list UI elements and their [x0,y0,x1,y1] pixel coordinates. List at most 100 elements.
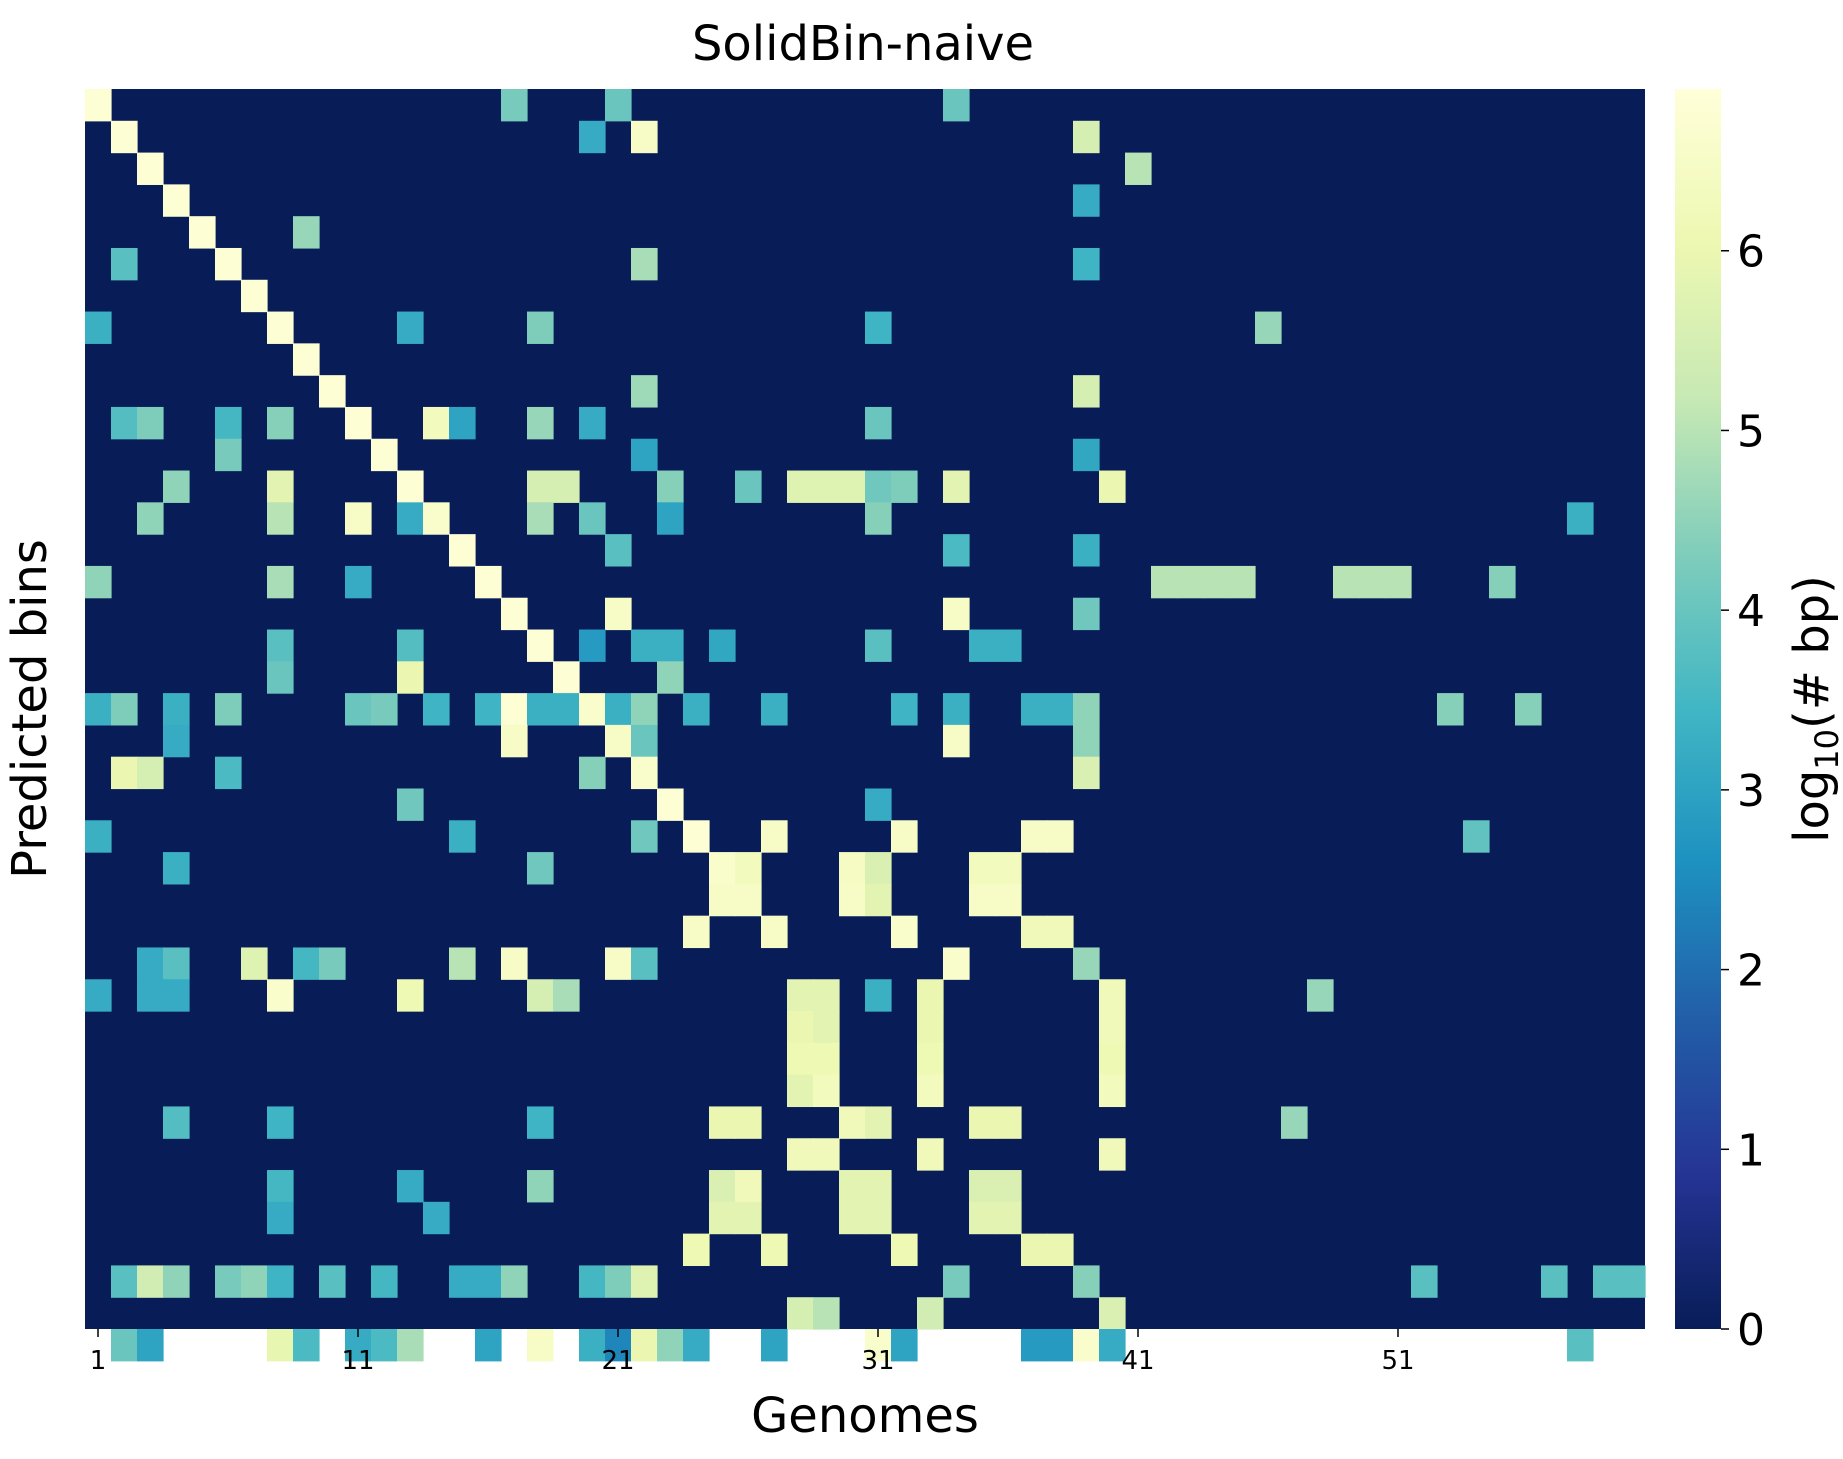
heatmap-cell [345,565,372,599]
heatmap-cell [605,724,632,758]
heatmap-cell [735,1106,762,1139]
heatmap-cell [709,1201,736,1235]
heatmap-cell [163,470,190,503]
heatmap-cell [917,1074,944,1108]
heatmap-cell [735,1201,762,1235]
heatmap-cell [839,883,866,917]
heatmap-cell [397,470,424,503]
heatmap-cell [267,1329,294,1362]
heatmap-cell [1489,565,1516,599]
heatmap-cell [137,979,164,1012]
heatmap-cell [397,979,424,1012]
heatmap-cell [527,470,554,503]
heatmap-cell [1437,693,1464,726]
heatmap-cell [1047,1329,1074,1362]
heatmap-cell [449,947,476,980]
heatmap-cell [163,852,190,885]
heatmap-cell [865,883,892,917]
heatmap-cell [449,406,476,440]
heatmap-cell [683,1233,710,1267]
heatmap-cell [85,820,112,853]
colorbar-ticks: 0 1 2 3 4 5 6 [1721,227,1765,1356]
heatmap-cell [1099,1329,1126,1362]
heatmap-cell [761,820,788,853]
heatmap-cell [995,883,1022,917]
heatmap-cell [631,820,658,853]
heatmap-cell [1593,1265,1620,1298]
heatmap-cell [1229,565,1256,599]
heatmap-cell [969,883,996,917]
heatmap-cell [969,1170,996,1203]
heatmap-cell [657,661,684,694]
heatmap-cell [1203,565,1230,599]
heatmap-cell [501,693,528,726]
heatmap-cell [631,1265,658,1298]
heatmap-cell [267,1106,294,1139]
heatmap-cell [1021,693,1048,726]
heatmap-cell [943,89,970,122]
colorbar [1675,89,1721,1329]
heatmap-cell [137,756,164,790]
heatmap-cell [865,1201,892,1235]
heatmap-cell [293,343,320,376]
heatmap-cell [631,247,658,281]
heatmap-cell [111,1265,138,1298]
heatmap-cell [683,1329,710,1362]
heatmap-cell [501,724,528,758]
heatmap-cell [345,406,372,440]
colorbar-tick-label: 1 [1737,1125,1765,1176]
heatmap-cell [865,1106,892,1139]
colorbar-tick-label: 2 [1737,946,1765,997]
heatmap-cell [735,852,762,885]
heatmap-cell [163,184,190,217]
colorbar-label-rest: (# bp) [1784,575,1840,729]
heatmap-cell [1073,756,1100,790]
heatmap-cell [709,1170,736,1203]
heatmap-cell [137,947,164,980]
x-tick-label: 11 [341,1346,374,1376]
heatmap-cell [111,120,138,154]
heatmap-cell [943,1265,970,1298]
heatmap-cell [137,152,164,185]
heatmap-cell [475,1329,502,1362]
heatmap-cell [267,629,294,662]
heatmap-cell [709,883,736,917]
heatmap-cell [631,756,658,790]
heatmap-cell [813,979,840,1012]
heatmap-cell [553,979,580,1012]
heatmap-cell [579,693,606,726]
heatmap-cell [813,470,840,503]
heatmap-cell [215,406,242,440]
heatmap-cell [969,1106,996,1139]
heatmap-cell [865,979,892,1012]
colorbar-tick-label: 6 [1737,227,1765,278]
chart-title: SolidBin-naive [692,16,1034,72]
heatmap-cell [839,1170,866,1203]
heatmap-cell [267,470,294,503]
heatmap-cell [761,1329,788,1362]
heatmap-cell [423,693,450,726]
heatmap-cell [891,1329,918,1362]
heatmap-cell [761,1233,788,1267]
heatmap-cell [1073,120,1100,154]
heatmap-cell [1307,979,1334,1012]
heatmap-cell [85,693,112,726]
x-tick-label: 21 [601,1346,634,1376]
heatmap-cell [293,947,320,980]
heatmap-cell [1099,1138,1126,1171]
heatmap-cell [1385,565,1412,599]
heatmap-cell [553,661,580,694]
heatmap-cell [345,693,372,726]
heatmap-cell [449,534,476,567]
heatmap-cell [839,1201,866,1235]
heatmap-cell [605,693,632,726]
heatmap-cell [631,375,658,408]
heatmap-cell [1047,693,1074,726]
heatmap-cell [943,947,970,980]
heatmap-cell [1073,724,1100,758]
heatmap-cell [293,216,320,249]
heatmap-cell [631,693,658,726]
heatmap-cell [527,629,554,662]
heatmap-cell [709,1106,736,1139]
heatmap-cell [787,1042,814,1076]
